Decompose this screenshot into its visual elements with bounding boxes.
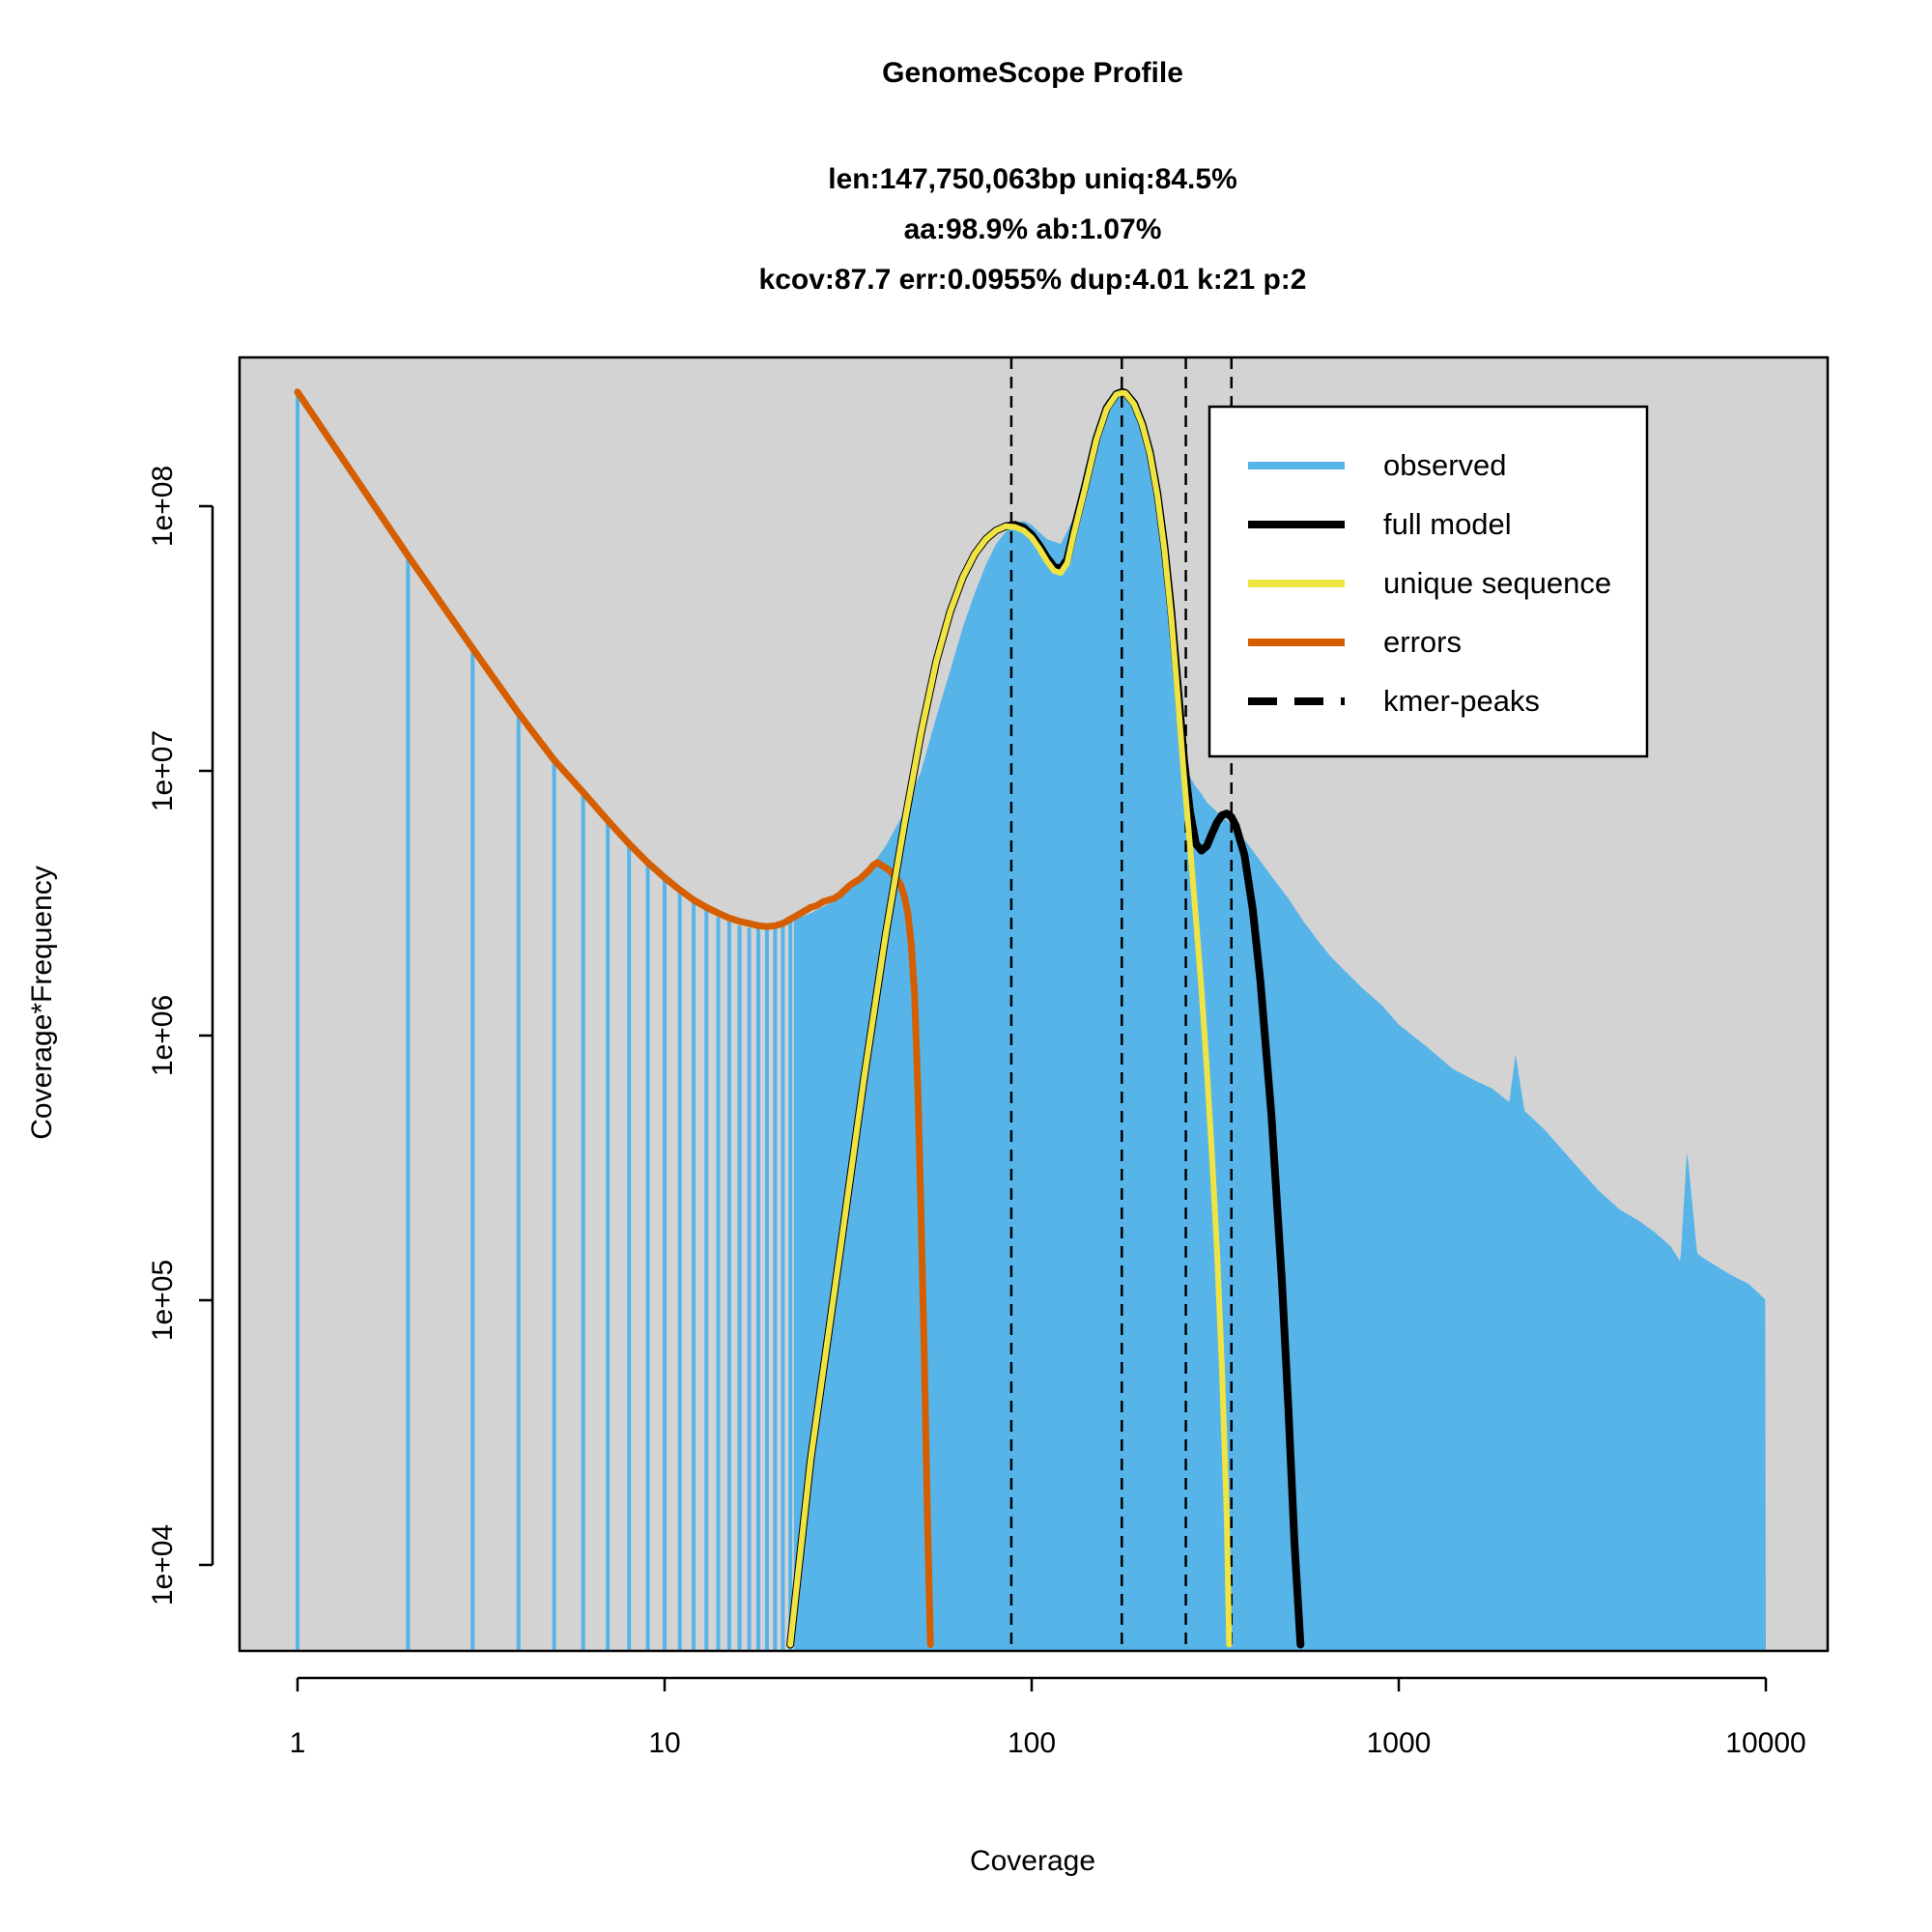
x-tick-label: 1000 bbox=[1367, 1727, 1432, 1759]
x-tick-label: 1 bbox=[290, 1727, 306, 1759]
subtitle-line-2: aa:98.9% ab:1.07% bbox=[904, 213, 1162, 245]
legend-label-unique-sequence: unique sequence bbox=[1383, 566, 1611, 600]
model-lines-layer bbox=[294, 387, 1305, 1649]
y-axis-label: Coverage*Frequency bbox=[26, 866, 58, 1140]
plot-frame bbox=[238, 355, 1830, 1653]
observed-layer bbox=[296, 391, 1766, 1651]
legend-label-full-model: full model bbox=[1383, 507, 1512, 541]
subtitle-line-3: kcov:87.7 err:0.0955% dup:4.01 k:21 p:2 bbox=[759, 264, 1307, 296]
legend: observed full model unique sequence erro… bbox=[1208, 405, 1649, 758]
x-tick-label: 100 bbox=[1008, 1727, 1056, 1759]
y-tick-label: 1e+04 bbox=[147, 1524, 179, 1605]
unique-sequence-line bbox=[787, 389, 1233, 1648]
observed-area bbox=[793, 391, 1766, 1651]
legend-label-errors: errors bbox=[1383, 625, 1462, 659]
errors-line bbox=[294, 388, 934, 1648]
y-tick-label: 1e+08 bbox=[147, 466, 179, 547]
axes: 1 10 100 1000 10000 1e+04 1e+05 1e+06 1e+07 1e+08 bbox=[147, 466, 1806, 1759]
y-tick-label: 1e+07 bbox=[147, 730, 179, 811]
legend-label-observed: observed bbox=[1383, 448, 1507, 482]
subtitle-line-1: len:147,750,063bp uniq:84.5% bbox=[828, 163, 1237, 195]
x-axis-label: Coverage bbox=[970, 1845, 1095, 1877]
x-tick-label: 10 bbox=[648, 1727, 680, 1759]
y-tick-label: 1e+06 bbox=[147, 995, 179, 1076]
x-tick-label: 10000 bbox=[1725, 1727, 1805, 1759]
chart-title: GenomeScope Profile bbox=[882, 57, 1183, 89]
y-tick-label: 1e+05 bbox=[147, 1260, 179, 1341]
legend-label-kmer-peaks: kmer-peaks bbox=[1383, 684, 1540, 718]
